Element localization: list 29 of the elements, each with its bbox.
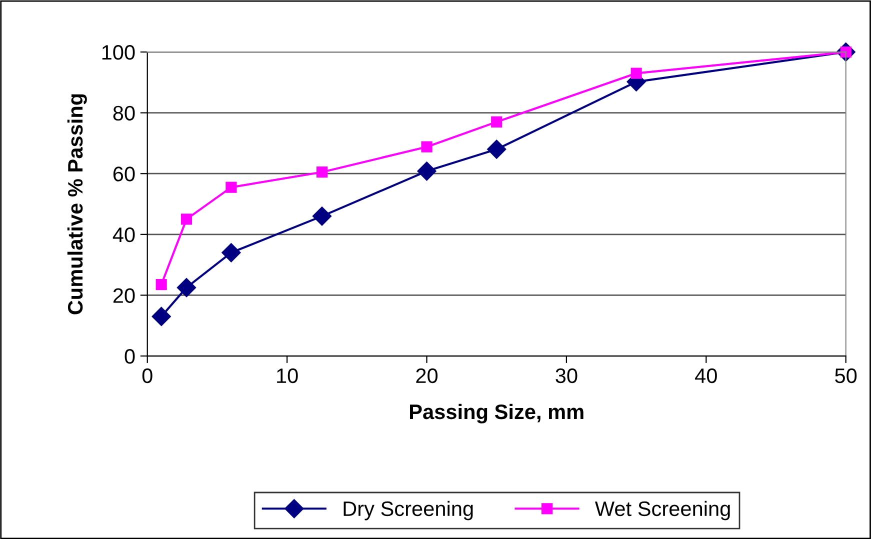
y-tick-label: 0 xyxy=(124,349,135,364)
point xyxy=(176,278,196,298)
point xyxy=(156,279,167,290)
point xyxy=(152,306,171,326)
point xyxy=(222,243,241,262)
legend-label: Dry Screening xyxy=(344,500,473,520)
x-tick-label: 40 xyxy=(695,368,717,384)
x-tick-label: 0 xyxy=(142,368,152,384)
point xyxy=(491,116,502,128)
point xyxy=(180,214,192,225)
x-tick-label: 10 xyxy=(277,368,298,384)
y-tick-label: 80 xyxy=(113,106,135,121)
legend-label: Wet Screening xyxy=(594,500,730,520)
point xyxy=(312,206,332,226)
y-tick-label: 100 xyxy=(102,45,135,60)
y-tick-label: 40 xyxy=(112,227,135,242)
point xyxy=(417,162,436,181)
point xyxy=(226,182,237,193)
x-tick-label: 20 xyxy=(416,368,438,384)
x-axis-title: Passing Size, mm xyxy=(410,404,584,424)
y-tick-label: 20 xyxy=(113,288,135,303)
point xyxy=(421,141,432,152)
y-tick-label: 60 xyxy=(113,166,135,182)
y-axis-title: Cumulative % Passing xyxy=(67,94,87,314)
point xyxy=(630,68,642,79)
point xyxy=(316,166,328,178)
x-tick-label: 30 xyxy=(556,368,578,384)
point xyxy=(487,140,506,159)
x-tick-label: 50 xyxy=(835,368,857,384)
